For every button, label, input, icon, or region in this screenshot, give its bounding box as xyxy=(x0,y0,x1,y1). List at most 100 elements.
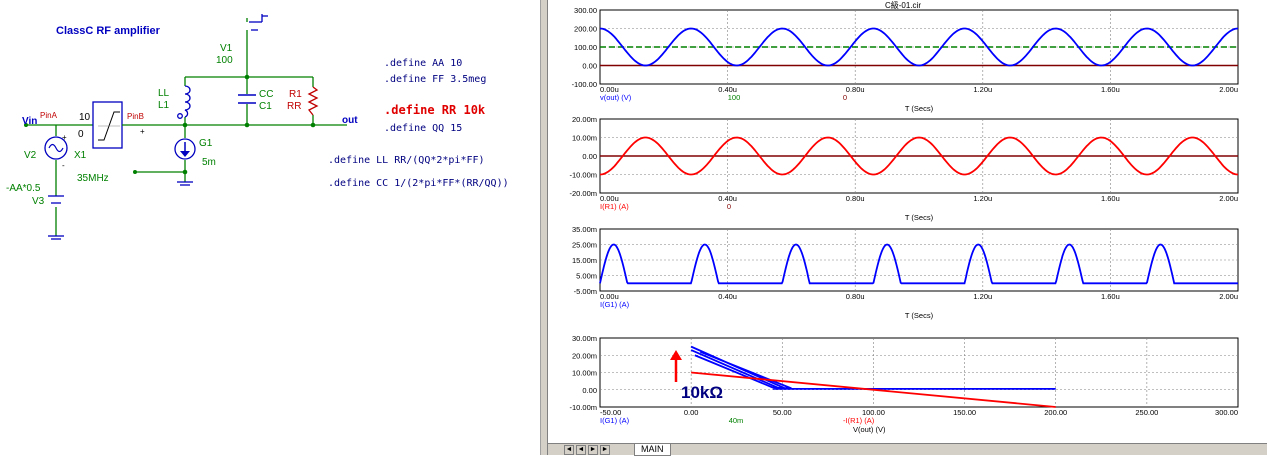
x-tick-label: 2.00u xyxy=(1219,194,1238,203)
x-tick-label: 0.40u xyxy=(718,194,737,203)
plot-frame xyxy=(599,337,1239,408)
ground-symbol xyxy=(48,181,193,240)
y-tick-label: 0.00 xyxy=(582,152,597,161)
out-label: out xyxy=(342,115,358,126)
plot-3[interactable] xyxy=(599,228,1239,292)
x-tick-label: 200.00 xyxy=(1044,408,1067,417)
l1-label: L1 xyxy=(158,100,170,111)
annotation-arrowhead xyxy=(670,350,682,360)
rr-label: RR xyxy=(287,101,301,112)
inductor-ll-symbol[interactable] xyxy=(177,85,191,119)
v2-plus: + xyxy=(62,133,67,142)
x-tick-label: 0.40u xyxy=(718,292,737,301)
x1-label: X1 xyxy=(74,150,87,161)
v2-minus: - xyxy=(62,161,65,170)
y-tick-label: -5.00m xyxy=(574,287,597,296)
x-tick-label: 0.00u xyxy=(600,85,619,94)
x-tick-label: 0.80u xyxy=(846,85,865,94)
wires xyxy=(26,70,347,236)
y-tick-label: 30.00m xyxy=(572,334,597,343)
x-tick-label: 150.00 xyxy=(953,408,976,417)
v3-value: -AA*0.5 xyxy=(6,183,41,194)
plot-frame xyxy=(599,228,1239,292)
schematic-title: ClassC RF amplifier xyxy=(56,25,161,37)
y-tick-label: 5.00m xyxy=(576,272,597,281)
define-qq[interactable]: .define QQ 15 xyxy=(384,123,462,134)
trace-value-0: 0 xyxy=(727,202,731,211)
splitter[interactable] xyxy=(540,0,548,455)
trace-label-ir1: I(R1) (A) xyxy=(600,202,629,211)
schematic-editor[interactable]: ClassC RF amplifier V1 100 xyxy=(0,0,540,455)
annotation-10k: 10kΩ xyxy=(681,383,723,402)
series-neg-ir1 xyxy=(691,371,1056,408)
prev-tab-button[interactable]: ◄ xyxy=(576,445,586,455)
define-aa[interactable]: .define AA 10 xyxy=(384,58,462,69)
plot-4[interactable] xyxy=(599,337,1239,408)
x-tick-label: 0.00 xyxy=(684,408,699,417)
y-tick-label: 0.00 xyxy=(582,386,597,395)
v3-label: V3 xyxy=(32,196,45,207)
trace-value-40m: 40m xyxy=(729,416,744,425)
y-tick-label: -20.00m xyxy=(569,189,597,198)
y-tick-label: 35.00m xyxy=(572,225,597,234)
x-tick-label: -50.00 xyxy=(600,408,621,417)
tab-main[interactable]: MAIN xyxy=(634,444,671,456)
x-tick-label: 1.60u xyxy=(1101,194,1120,203)
first-tab-button[interactable]: ◄ xyxy=(564,445,574,455)
trace-label-ig1: I(G1) (A) xyxy=(600,416,630,425)
y-tick-label: 15.00m xyxy=(572,256,597,265)
y-tick-label: 25.00m xyxy=(572,241,597,250)
x-tick-label: 300.00 xyxy=(1215,408,1238,417)
series-ig1-vs-vout xyxy=(690,345,1056,390)
x-tick-label: 250.00 xyxy=(1135,408,1158,417)
vin-label: Vin xyxy=(22,116,37,127)
y-tick-label: 20.00m xyxy=(572,351,597,360)
battery-v1-symbol[interactable] xyxy=(246,14,268,70)
x-tick-label: 2.00u xyxy=(1219,85,1238,94)
current-source-g1-symbol[interactable] xyxy=(174,138,196,160)
r1-label: R1 xyxy=(289,89,302,100)
y-tick-label: -10.00m xyxy=(569,403,597,412)
plot-2[interactable] xyxy=(599,118,1239,194)
y-tick-label: -100.00 xyxy=(572,80,597,89)
v1-value: 100 xyxy=(216,55,233,66)
pinb-plus: + xyxy=(140,127,145,136)
next-tab-button[interactable]: ► xyxy=(588,445,598,455)
g1-value: 5m xyxy=(202,157,216,168)
define-cc[interactable]: .define CC 1/(2*pi*FF*(RR/QQ)) xyxy=(328,178,509,189)
sine-source-v2-symbol[interactable] xyxy=(44,136,68,160)
plot-1[interactable] xyxy=(599,9,1239,85)
capacitor-cc-symbol[interactable] xyxy=(238,94,256,104)
limiter-bottom-value: 0 xyxy=(78,129,84,140)
trace-label-ig1: I(G1) (A) xyxy=(600,300,630,309)
trace-label-neg-ir1: -I(R1) (A) xyxy=(843,416,875,425)
g1-label: G1 xyxy=(199,138,213,149)
define-ff[interactable]: .define FF 3.5meg xyxy=(384,74,486,85)
x-tick-label: 0.00u xyxy=(600,292,619,301)
x-tick-label: 1.20u xyxy=(973,292,992,301)
pinb-label: PinB xyxy=(127,112,144,121)
pina-label: PinA xyxy=(40,111,58,120)
x-axis-label: T (Secs) xyxy=(905,104,934,113)
y-tick-label: -10.00m xyxy=(569,171,597,180)
x-tick-label: 0.40u xyxy=(718,85,737,94)
y-tick-label: 10.00m xyxy=(572,369,597,378)
x-axis-label: T (Secs) xyxy=(905,311,934,320)
trace-value-100: 100 xyxy=(728,93,741,102)
last-tab-button[interactable]: ► xyxy=(600,445,610,455)
x1-freq: 35MHz xyxy=(77,173,109,184)
x-tick-label: 0.00u xyxy=(600,194,619,203)
x-axis-label: V(out) (V) xyxy=(853,425,886,434)
y-tick-label: 0.00 xyxy=(582,62,597,71)
v2-label: V2 xyxy=(24,150,37,161)
resistor-r1-symbol[interactable] xyxy=(307,86,319,116)
define-rr[interactable]: .define RR 10k xyxy=(384,103,486,117)
define-ll[interactable]: .define LL RR/(QQ*2*pi*FF) xyxy=(328,155,485,166)
x-tick-label: 0.80u xyxy=(846,194,865,203)
battery-v3-symbol[interactable] xyxy=(48,195,64,204)
x-tick-label: 1.20u xyxy=(973,194,992,203)
plot-window[interactable]: C級-01.cir 300.00 200.00 100.00 0.00 -100.00 0… xyxy=(548,0,1267,443)
y-tick-label: 100.00 xyxy=(574,43,597,52)
tab-bar: ◄ ◄ ► ► MAIN xyxy=(548,443,1267,456)
limiter-x1-symbol[interactable] xyxy=(92,101,140,149)
